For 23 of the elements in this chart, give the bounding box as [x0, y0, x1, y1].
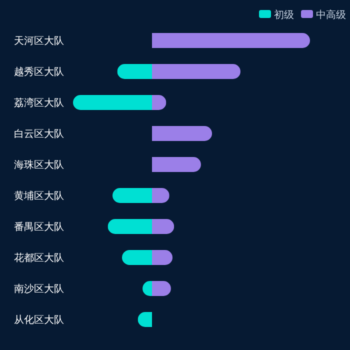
bar [108, 219, 152, 234]
y-tick-label: 番禺区大队 [14, 221, 64, 233]
y-tick-label: 海珠区大队 [14, 159, 64, 171]
bar [152, 64, 240, 79]
bar [152, 157, 201, 172]
bar [73, 95, 152, 110]
bar [152, 33, 310, 48]
legend-label: 中高级 [316, 9, 346, 21]
y-tick-label: 南沙区大队 [14, 283, 64, 295]
y-tick-label: 白云区大队 [14, 128, 64, 140]
y-tick-label: 越秀区大队 [14, 66, 64, 78]
bar [152, 126, 212, 141]
bar [117, 64, 152, 79]
bar [152, 250, 173, 265]
bar [112, 188, 152, 203]
y-tick-label: 从化区大队 [14, 314, 64, 326]
bar [122, 250, 152, 265]
y-tick-label: 黄埔区大队 [14, 190, 64, 202]
y-tick-label: 花都区大队 [14, 252, 64, 264]
legend-label: 初级 [274, 9, 294, 21]
y-tick-label: 荔湾区大队 [14, 97, 64, 109]
bar [152, 219, 174, 234]
y-tick-label: 天河区大队 [14, 35, 64, 47]
